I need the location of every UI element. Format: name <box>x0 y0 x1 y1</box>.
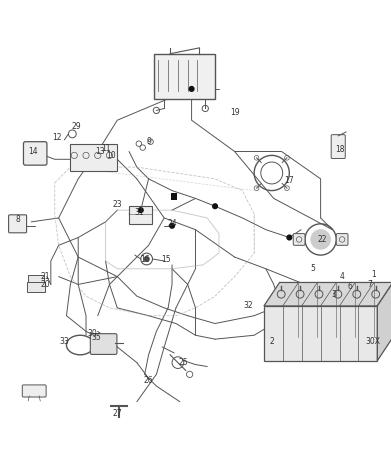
FancyBboxPatch shape <box>27 283 45 292</box>
FancyBboxPatch shape <box>331 135 345 159</box>
Text: 3: 3 <box>332 290 337 299</box>
Text: 4: 4 <box>340 272 344 281</box>
Polygon shape <box>264 283 391 306</box>
Text: 12: 12 <box>52 133 61 142</box>
Text: 25: 25 <box>179 358 188 367</box>
Text: 15: 15 <box>161 255 171 264</box>
Text: 27: 27 <box>113 409 122 418</box>
Text: 29: 29 <box>72 122 81 131</box>
FancyBboxPatch shape <box>23 142 47 165</box>
Text: 18: 18 <box>335 145 345 154</box>
Text: 14: 14 <box>29 147 38 156</box>
Text: 7: 7 <box>367 280 372 289</box>
Text: 19: 19 <box>230 108 239 117</box>
Polygon shape <box>264 306 377 361</box>
Text: 24: 24 <box>167 219 177 228</box>
Circle shape <box>189 86 194 91</box>
Text: 35: 35 <box>91 332 100 342</box>
Text: 20: 20 <box>40 280 50 289</box>
Text: 31: 31 <box>134 208 143 217</box>
Text: 32: 32 <box>244 302 253 311</box>
Text: 22: 22 <box>318 235 327 244</box>
Text: 8: 8 <box>15 215 20 224</box>
FancyBboxPatch shape <box>28 275 44 282</box>
Text: 13: 13 <box>95 147 104 156</box>
FancyBboxPatch shape <box>9 215 27 233</box>
FancyBboxPatch shape <box>22 385 46 397</box>
FancyBboxPatch shape <box>154 54 215 99</box>
Text: 11: 11 <box>101 144 110 153</box>
FancyBboxPatch shape <box>293 234 305 245</box>
Circle shape <box>144 256 149 262</box>
Text: 9: 9 <box>146 137 151 146</box>
Text: 16: 16 <box>140 255 149 264</box>
FancyBboxPatch shape <box>129 206 152 224</box>
Circle shape <box>287 235 292 240</box>
Text: 5: 5 <box>310 264 315 273</box>
Text: 2: 2 <box>269 337 274 346</box>
Circle shape <box>170 223 174 228</box>
Text: 33: 33 <box>60 337 69 346</box>
FancyBboxPatch shape <box>336 234 348 245</box>
Text: 26: 26 <box>144 376 153 385</box>
FancyBboxPatch shape <box>70 143 117 171</box>
FancyBboxPatch shape <box>171 193 177 200</box>
Circle shape <box>138 208 143 212</box>
FancyBboxPatch shape <box>90 333 117 354</box>
Text: 17: 17 <box>285 176 294 185</box>
Text: 30: 30 <box>87 329 97 338</box>
Circle shape <box>311 230 330 249</box>
Text: 6: 6 <box>348 282 352 291</box>
Text: 30X: 30X <box>366 337 381 346</box>
Text: 23: 23 <box>113 200 122 209</box>
Text: 1: 1 <box>371 270 376 279</box>
Polygon shape <box>377 283 391 361</box>
Text: 21: 21 <box>40 272 50 281</box>
Text: 10: 10 <box>107 151 116 160</box>
Circle shape <box>213 204 217 209</box>
